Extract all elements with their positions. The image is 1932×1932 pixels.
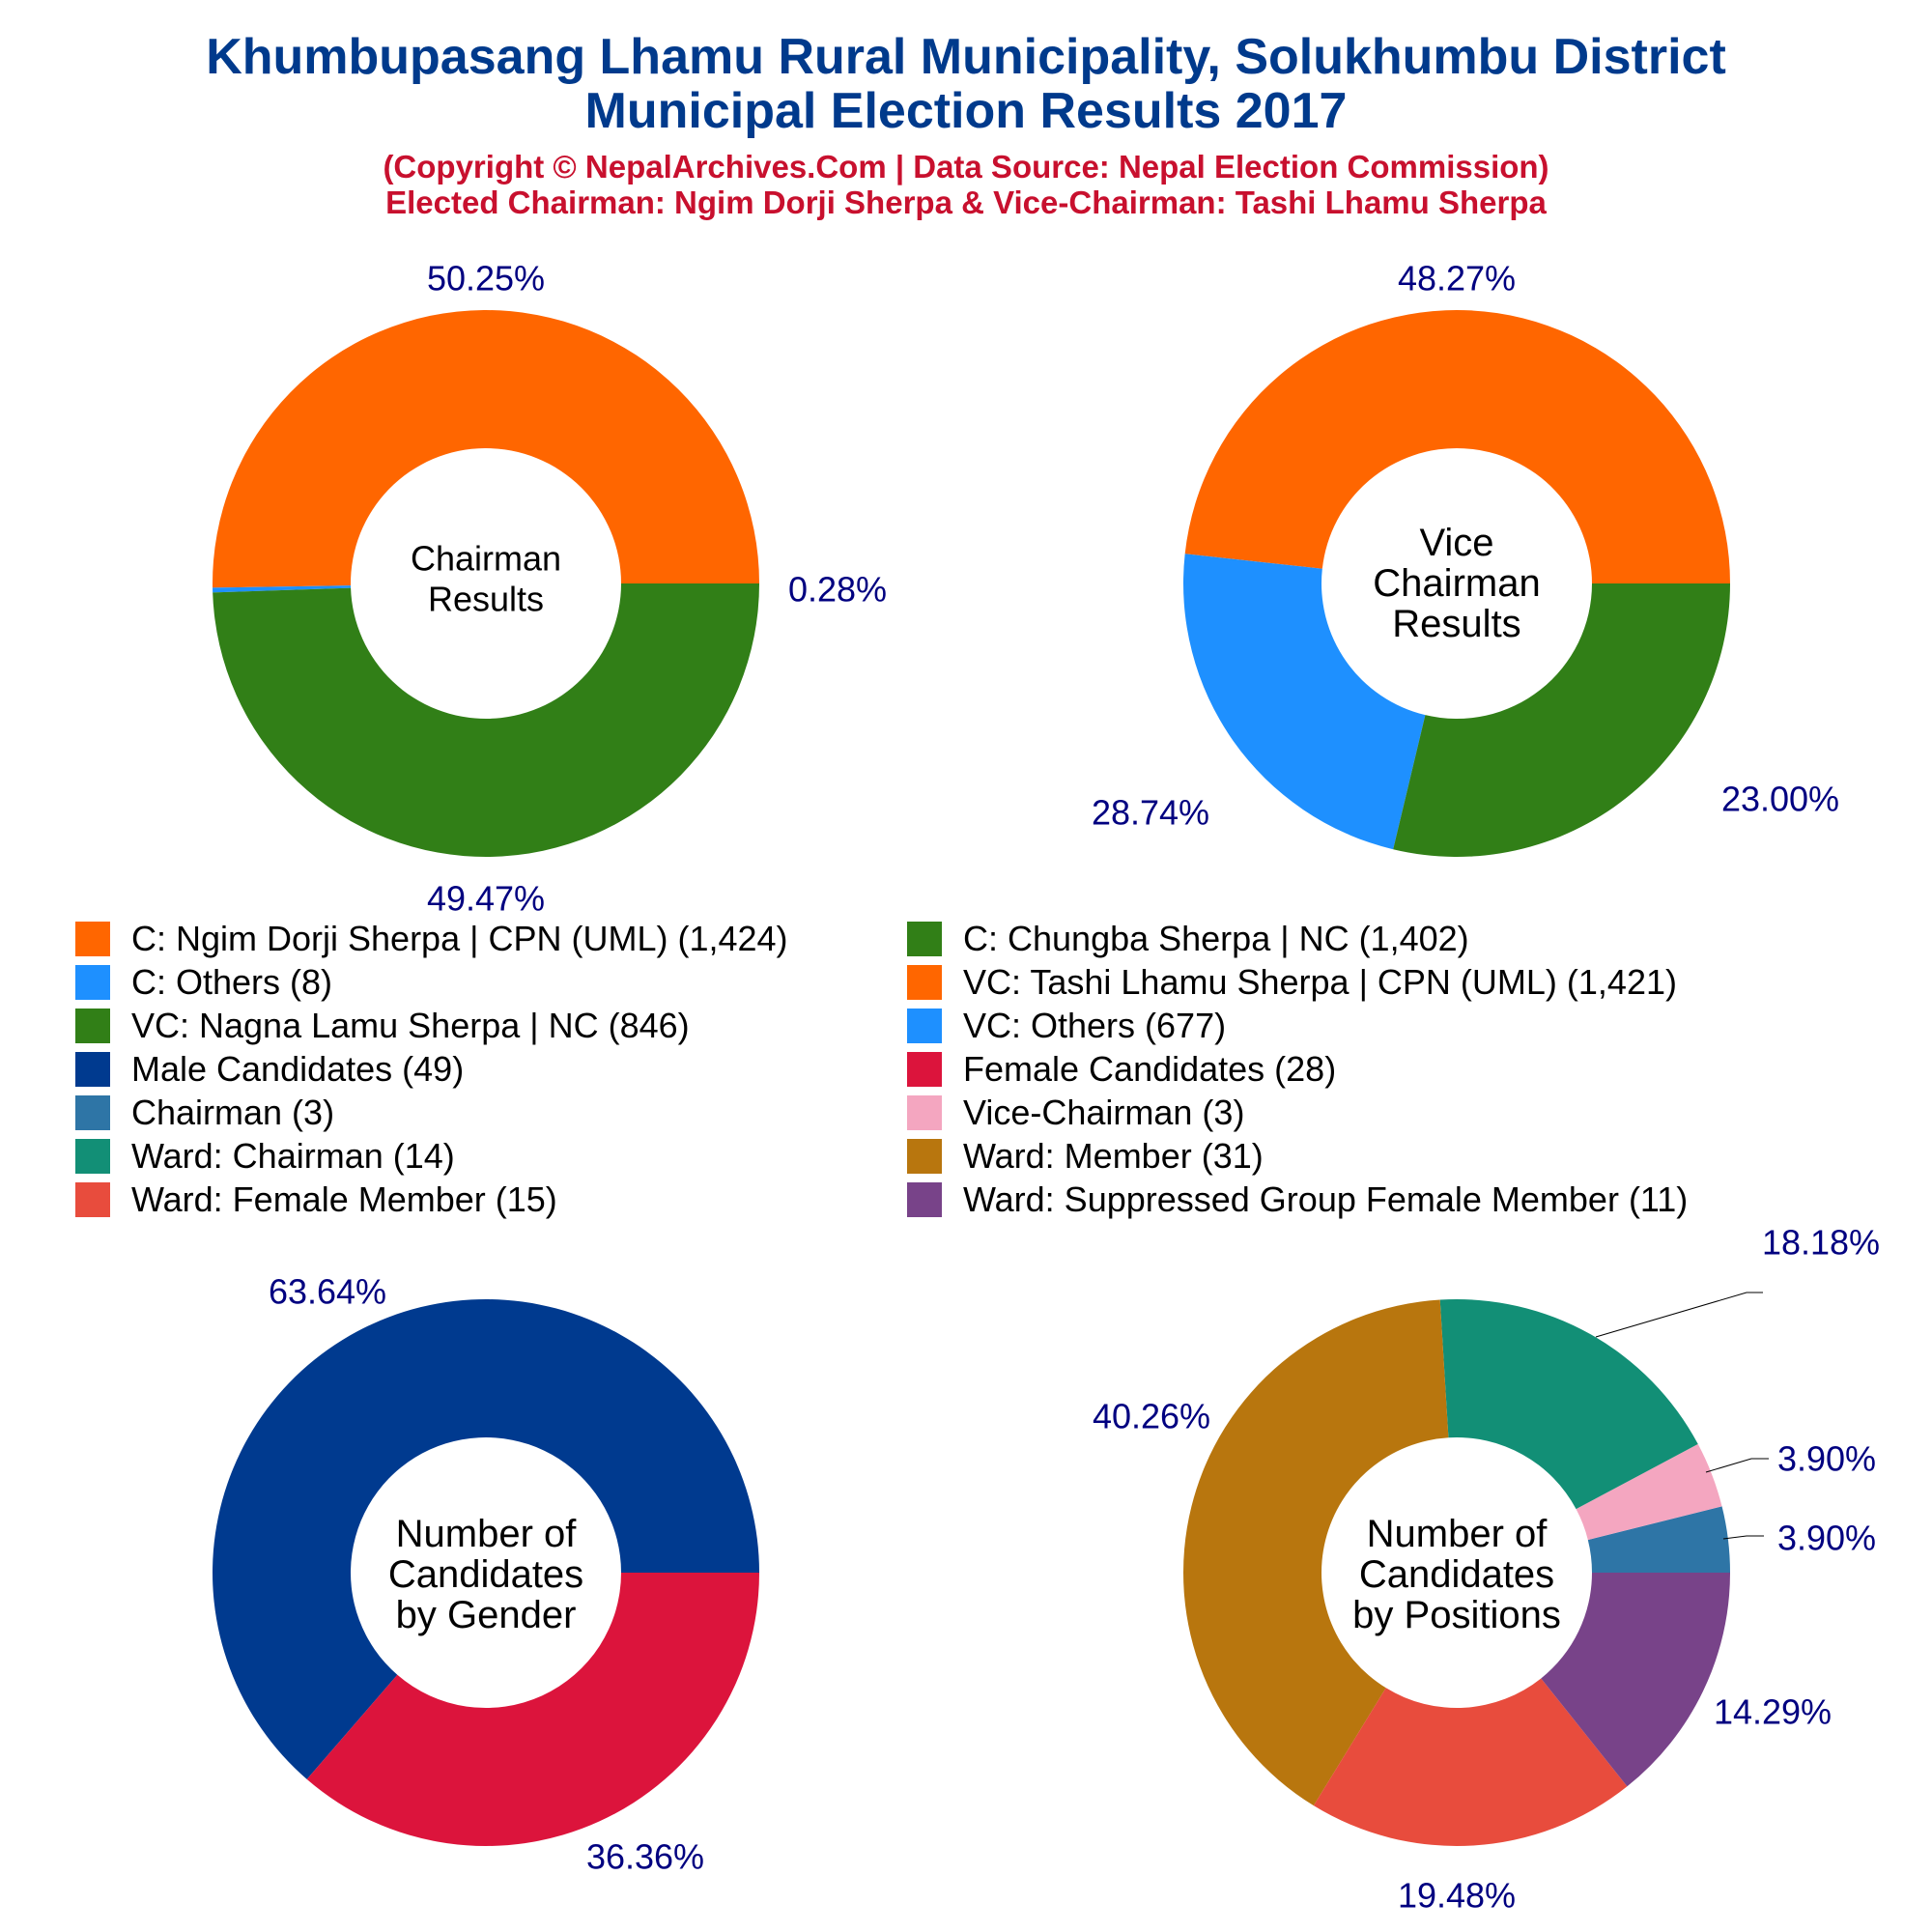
percent-label: 3.90% xyxy=(1777,1519,1876,1558)
legend-item: Ward: Suppressed Group Female Member (11… xyxy=(907,1179,1688,1220)
legend-item: Ward: Member (31) xyxy=(907,1136,1264,1177)
label-leader-line xyxy=(1722,1535,1764,1540)
pie-slice xyxy=(213,583,759,857)
legend-swatch xyxy=(907,1095,942,1130)
legend-item: C: Others (8) xyxy=(75,962,332,1003)
pie-slice xyxy=(1393,583,1730,857)
pie-slice xyxy=(306,1573,759,1846)
legend-swatch xyxy=(907,1139,942,1174)
legend-label: Male Candidates (49) xyxy=(131,1049,465,1089)
donut-center-label: Candidates xyxy=(388,1553,583,1596)
legend-swatch xyxy=(907,965,942,1000)
percent-label: 18.18% xyxy=(1762,1223,1880,1263)
pie-slice xyxy=(1587,1506,1730,1573)
percent-label: 28.74% xyxy=(1092,793,1209,833)
pie-slice xyxy=(1313,1678,1628,1846)
legend-swatch xyxy=(75,1052,110,1087)
legend-item: Ward: Female Member (15) xyxy=(75,1179,557,1220)
chart-subtitle-line-2: Elected Chairman: Ngim Dorji Sherpa & Vi… xyxy=(385,185,1547,220)
percent-label: 14.29% xyxy=(1714,1692,1832,1732)
chart-title-line-2: Municipal Election Results 2017 xyxy=(584,83,1348,139)
legend-swatch xyxy=(907,1052,942,1087)
donut-center-label: by Gender xyxy=(396,1594,577,1636)
label-leader-line xyxy=(1705,1458,1769,1473)
percent-label: 0.28% xyxy=(788,570,887,610)
legend-label: Ward: Female Member (15) xyxy=(131,1179,557,1219)
pie-slice xyxy=(1183,554,1426,850)
pie-slice xyxy=(1439,1299,1698,1510)
legend-label: C: Chungba Sherpa | NC (1,402) xyxy=(963,919,1469,958)
legend-label: Chairman (3) xyxy=(131,1093,335,1132)
percent-label: 63.64% xyxy=(269,1272,386,1312)
donut-center-label: Number of xyxy=(396,1513,578,1555)
donut-center-label: by Positions xyxy=(1352,1594,1561,1636)
legend-swatch xyxy=(75,1095,110,1130)
percent-label: 49.47% xyxy=(427,879,545,919)
pie-slice xyxy=(213,585,352,593)
percent-label: 23.00% xyxy=(1721,780,1839,819)
legend-swatch xyxy=(75,1139,110,1174)
percent-label: 40.26% xyxy=(1093,1397,1210,1436)
pie-slice xyxy=(1576,1443,1722,1541)
pie-slice xyxy=(1184,310,1730,583)
donut-center-label: Vice xyxy=(1419,522,1493,564)
legend-label: C: Ngim Dorji Sherpa | CPN (UML) (1,424) xyxy=(131,919,788,958)
percent-label: 50.25% xyxy=(427,259,545,298)
legend-label: Ward: Suppressed Group Female Member (11… xyxy=(963,1179,1689,1219)
legend-swatch xyxy=(75,965,110,1000)
legend-label: Vice-Chairman (3) xyxy=(963,1093,1245,1132)
percent-label: 19.48% xyxy=(1398,1876,1516,1916)
legend-item: C: Chungba Sherpa | NC (1,402) xyxy=(907,919,1469,959)
legend-label: VC: Tashi Lhamu Sherpa | CPN (UML) (1,42… xyxy=(963,962,1677,1002)
legend-label: Ward: Chairman (14) xyxy=(131,1136,455,1176)
legend-item: Ward: Chairman (14) xyxy=(75,1136,455,1177)
legend-swatch xyxy=(907,1182,942,1217)
legend-swatch xyxy=(75,1009,110,1043)
legend-swatch xyxy=(75,922,110,956)
percent-label: 36.36% xyxy=(586,1837,704,1877)
percent-label: 3.90% xyxy=(1777,1439,1876,1479)
legend-swatch xyxy=(75,1182,110,1217)
legend-label: Ward: Member (31) xyxy=(963,1136,1264,1176)
donut-center-label: Chairman xyxy=(411,539,561,579)
legend-label: C: Others (8) xyxy=(131,962,333,1002)
donut-center-label: Results xyxy=(428,580,544,619)
legend-item: Chairman (3) xyxy=(75,1093,334,1133)
legend-label: Female Candidates (28) xyxy=(963,1049,1337,1089)
legend-item: Female Candidates (28) xyxy=(907,1049,1336,1090)
legend-label: VC: Others (677) xyxy=(963,1006,1227,1045)
pie-slice xyxy=(213,1298,760,1779)
percent-label: 48.27% xyxy=(1398,259,1516,298)
legend-item: Vice-Chairman (3) xyxy=(907,1093,1244,1133)
donut-chart-4: 3.90% 3.90% 18.18% 40.26% 19.48% 14.29% Number… xyxy=(1093,1223,1880,1916)
legend-item: VC: Tashi Lhamu Sherpa | CPN (UML) (1,42… xyxy=(907,962,1677,1003)
chart-subtitle-line-1: (Copyright © NepalArchives.Com | Data So… xyxy=(383,149,1549,185)
donut-center-label: Number of xyxy=(1367,1513,1548,1555)
legend-swatch xyxy=(907,1009,942,1043)
legend-item: VC: Others (677) xyxy=(907,1006,1226,1046)
chart-title-line-1: Khumbupasang Lhamu Rural Municipality, S… xyxy=(206,29,1726,85)
legend-item: C: Ngim Dorji Sherpa | CPN (UML) (1,424) xyxy=(75,919,788,959)
legend-swatch xyxy=(907,922,942,956)
donut-center-label: Chairman xyxy=(1373,562,1540,605)
legend-item: VC: Nagna Lamu Sherpa | NC (846) xyxy=(75,1006,690,1046)
donut-center-label: Candidates xyxy=(1359,1553,1554,1596)
pie-slice xyxy=(1541,1573,1730,1787)
legend-item: Male Candidates (49) xyxy=(75,1049,464,1090)
legend-label: VC: Nagna Lamu Sherpa | NC (846) xyxy=(131,1006,690,1045)
pie-slice xyxy=(1182,1299,1449,1806)
pie-slice xyxy=(212,310,760,588)
donut-center-label: Results xyxy=(1392,603,1520,645)
label-leader-line xyxy=(1595,1292,1763,1338)
